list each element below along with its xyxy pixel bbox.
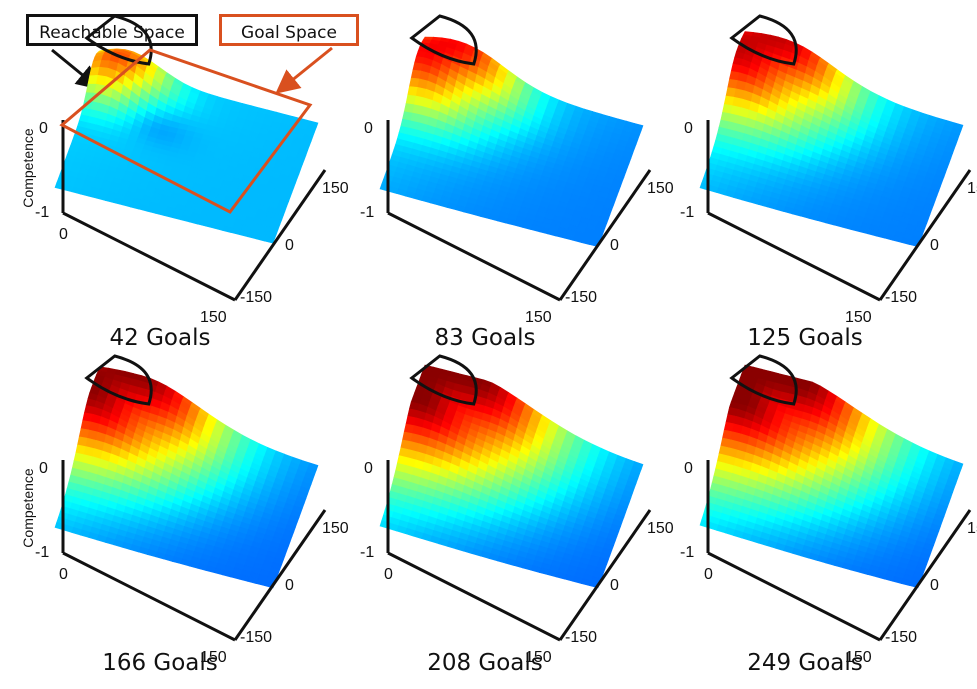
y-tick-label: 150 (322, 520, 349, 537)
goal-space-label: Goal Space (219, 14, 359, 46)
x-tick-label: 150 (200, 309, 227, 326)
surface-panel-208: 0 -1 0 150 150 0 -150 208 Goals (325, 340, 674, 676)
x-axis (62, 211, 236, 302)
x-tick-label: 0 (59, 226, 68, 243)
z-tick-label: 0 (39, 120, 48, 137)
x-tick-label: 150 (845, 649, 872, 666)
y-tick-label: 150 (647, 180, 674, 197)
x-tick-label: 150 (200, 649, 227, 666)
x-tick-label: 0 (384, 566, 393, 583)
reachable-space-outline (84, 14, 153, 66)
panel-title: 249 Goals (747, 650, 863, 676)
surface-plot-125: 0 -1 150 150 0 -150 (680, 14, 977, 326)
y-axis (558, 169, 652, 301)
panel-title: 83 Goals (434, 325, 536, 351)
goal-space-outline (59, 48, 313, 214)
y-tick-label: 0 (610, 577, 619, 594)
surface-mesh (379, 364, 644, 589)
y-tick-label: -150 (565, 629, 597, 646)
surface-mesh (379, 36, 644, 248)
y-axis (233, 169, 327, 301)
surface-panel-249: 0 -1 0 150 150 0 -150 249 Goals (645, 340, 977, 676)
z-tick-label: -1 (680, 544, 694, 561)
reachable-space-outline (729, 14, 798, 66)
y-tick-label: 150 (967, 520, 977, 537)
surface-panel-42: 0 -1 0 150 150 0 -150 Competence 42 Goals (0, 0, 349, 351)
x-axis (62, 551, 236, 642)
x-tick-label: 150 (845, 309, 872, 326)
y-tick-label: 0 (930, 237, 939, 254)
z-tick-label: 0 (684, 120, 693, 137)
surface-plot-249: 0 -1 0 150 150 0 -150 (680, 354, 977, 666)
z-tick-label: -1 (35, 544, 49, 561)
axes (61, 120, 327, 302)
y-axis (233, 509, 327, 641)
axes (706, 460, 972, 642)
surface-panel-125: 0 -1 150 150 0 -150 125 Goals (645, 0, 977, 351)
z-tick-label: 0 (364, 120, 373, 137)
z-tick-label: -1 (35, 204, 49, 221)
x-axis (707, 551, 881, 642)
y-tick-label: -150 (240, 629, 272, 646)
y-tick-label: -150 (240, 289, 272, 306)
reachable-space-outline (729, 354, 798, 406)
z-axis-label: Competence (20, 128, 36, 208)
z-tick-label: -1 (360, 544, 374, 561)
x-tick-label: 150 (525, 649, 552, 666)
z-axis-label: Competence (20, 468, 36, 548)
surface-plot-42: 0 -1 0 150 150 0 -150 Competence (20, 14, 349, 326)
z-tick-label: -1 (360, 204, 374, 221)
x-axis (387, 551, 561, 642)
surface-plot-83: 0 -1 150 150 0 -150 (360, 14, 674, 326)
surface-mesh (54, 366, 319, 589)
y-axis (878, 509, 972, 641)
panel-title: 166 Goals (102, 650, 218, 676)
y-tick-label: 0 (285, 577, 294, 594)
axes (386, 460, 652, 642)
surface-mesh (699, 31, 964, 248)
y-tick-label: 150 (967, 180, 977, 197)
reachable-space-outline (409, 14, 478, 66)
surface-panel-83: 0 -1 150 150 0 -150 83 Goals (325, 0, 674, 351)
x-tick-label: 0 (704, 566, 713, 583)
x-axis (707, 211, 881, 302)
axes (386, 120, 652, 302)
panel-title: 42 Goals (109, 325, 211, 351)
y-tick-label: -150 (885, 629, 917, 646)
y-tick-label: 0 (285, 237, 294, 254)
surface-plot-166: 0 -1 0 150 150 0 -150 Competence (20, 354, 349, 666)
panel-title: 208 Goals (427, 650, 543, 676)
y-axis (558, 509, 652, 641)
axes (61, 460, 327, 642)
x-tick-label: 150 (525, 309, 552, 326)
y-tick-label: -150 (885, 289, 917, 306)
z-tick-label: 0 (684, 460, 693, 477)
y-tick-label: 0 (610, 237, 619, 254)
reachable-space-outline (84, 354, 153, 406)
y-axis (878, 169, 972, 301)
axes (706, 120, 972, 302)
x-axis (387, 211, 561, 302)
goal-space-arrow (275, 46, 333, 94)
z-tick-label: 0 (39, 460, 48, 477)
surface-plot-208: 0 -1 0 150 150 0 -150 (360, 354, 674, 666)
y-tick-label: 150 (647, 520, 674, 537)
y-tick-label: 0 (930, 577, 939, 594)
x-tick-label: 0 (59, 566, 68, 583)
z-tick-label: -1 (680, 204, 694, 221)
surface-mesh (54, 48, 319, 244)
surface-panel-166: 0 -1 0 150 150 0 -150 Competence 166 Goals (0, 340, 349, 676)
surface-mesh (699, 364, 964, 589)
y-tick-label: 150 (322, 180, 349, 197)
z-tick-label: 0 (364, 460, 373, 477)
reachable-space-outline (409, 354, 478, 406)
y-tick-label: -150 (565, 289, 597, 306)
panel-title: 125 Goals (747, 325, 863, 351)
